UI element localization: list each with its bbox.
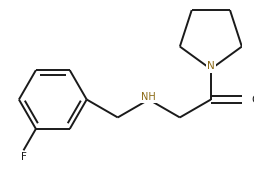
Text: O: O: [252, 94, 254, 104]
Text: N: N: [207, 61, 215, 71]
Text: F: F: [21, 152, 26, 162]
Text: NH: NH: [141, 92, 156, 102]
Text: N: N: [207, 61, 215, 71]
